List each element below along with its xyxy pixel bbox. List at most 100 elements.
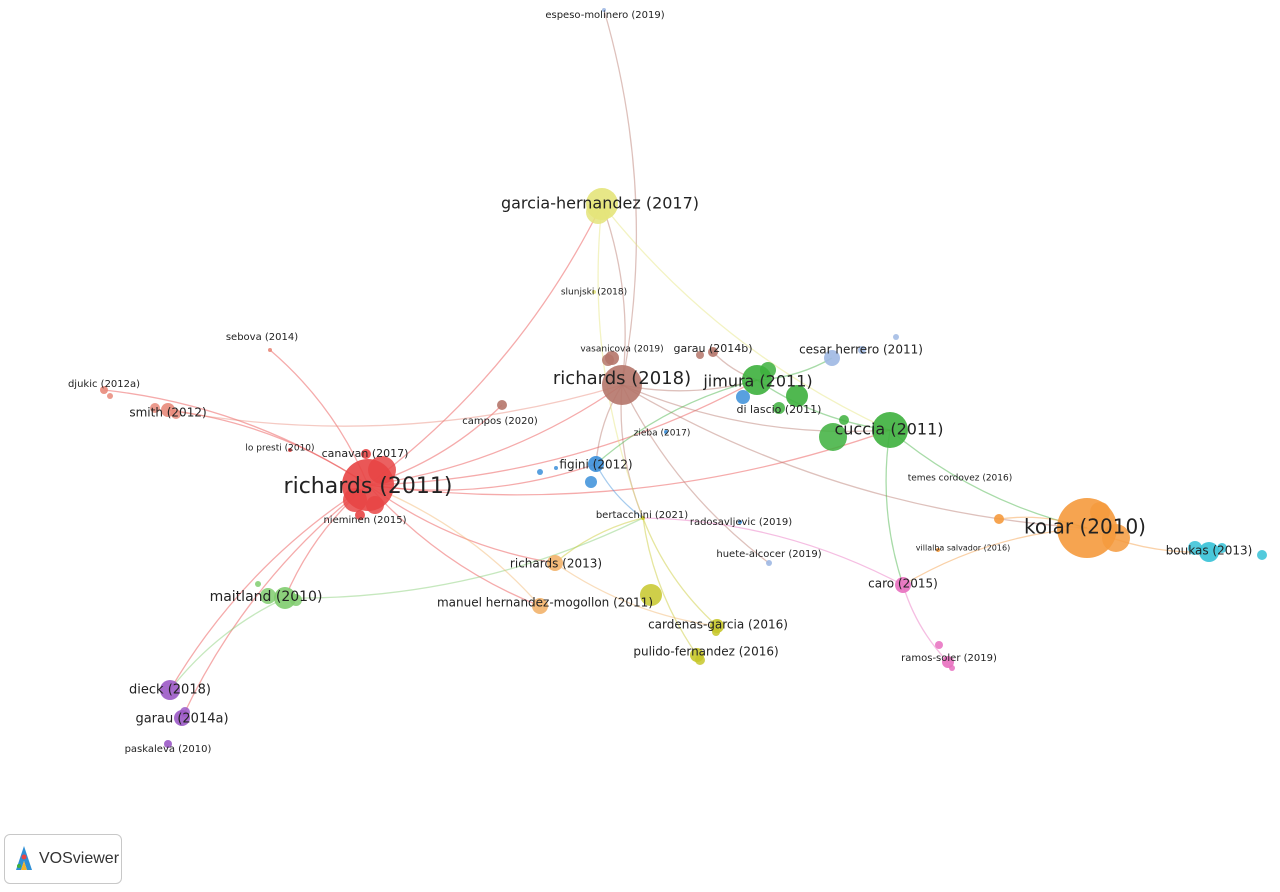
node-label-hutealcocer2019[interactable]: huete-alcocer (2019): [716, 549, 821, 560]
node-label-smith2012[interactable]: smith (2012): [129, 406, 206, 420]
node-label-villalbasalvador2016[interactable]: villalba salvador (2016): [916, 544, 1010, 553]
node-label-zieba2017[interactable]: zieba (2017): [634, 429, 691, 439]
network-node-hutealcocer2019[interactable]: [766, 560, 772, 566]
network-node-garau2014b[interactable]: [708, 347, 718, 357]
node-label-paskaleva2010[interactable]: paskaleva (2010): [125, 744, 212, 755]
network-link: [284, 517, 644, 599]
network-link: [885, 429, 904, 586]
network-node-djukic2012a[interactable]: [100, 386, 108, 394]
network-node-zieba2017[interactable]: [664, 430, 668, 434]
node-label-dilascio2011[interactable]: di lascio (2011): [737, 403, 822, 416]
network-link: [601, 203, 891, 431]
network-node-satellite: [260, 588, 276, 604]
network-node-canavan2017[interactable]: [361, 449, 371, 459]
network-node-campos2020[interactable]: [497, 400, 507, 410]
node-label-richards2013[interactable]: richards (2013): [510, 557, 602, 571]
node-label-kolar2010[interactable]: kolar (2010): [1024, 515, 1146, 539]
network-node-lopresti2010[interactable]: [288, 448, 292, 452]
network-node-boukas2013[interactable]: [1199, 542, 1219, 562]
network-node-garau2014a[interactable]: [174, 710, 190, 726]
network-node-ramossoler2019[interactable]: [942, 656, 954, 668]
network-node-temescordovez2016[interactable]: [994, 514, 1004, 524]
node-label-pulidofernandez2016[interactable]: pulido-fernandez (2016): [633, 645, 778, 659]
node-label-cardenasgarcia2016[interactable]: cardenas-garcia (2016): [648, 618, 788, 632]
network-node-richards2013[interactable]: [547, 555, 563, 571]
network-node-richards2011[interactable]: [342, 459, 394, 511]
node-label-garciahernandez2017[interactable]: garcia-hernandez (2017): [501, 194, 699, 213]
network-link: [167, 409, 369, 486]
network-node-jimura2011[interactable]: [742, 365, 772, 395]
network-node-maitland2010[interactable]: [274, 587, 296, 609]
network-node-manuelhm2011[interactable]: [532, 598, 548, 614]
network-node-dilascio2011[interactable]: [786, 385, 808, 407]
network-node-paskaleva2010[interactable]: [164, 740, 172, 748]
network-node-sebova2014[interactable]: [268, 348, 272, 352]
network-node-caro2015[interactable]: [895, 577, 911, 593]
network-node-vasanicova2019[interactable]: [605, 351, 619, 365]
network-link: [621, 384, 891, 433]
vosviewer-logo-icon: [16, 846, 32, 870]
network-link: [367, 429, 891, 496]
node-label-caro2015[interactable]: caro (2015): [868, 577, 938, 591]
network-links: [103, 9, 1210, 719]
network-node-cardenasgarcia2016[interactable]: [710, 619, 724, 633]
network-node-nieminen2015[interactable]: [355, 510, 365, 520]
node-label-figini2012[interactable]: figini (2012): [559, 458, 632, 472]
node-label-slunjski2018[interactable]: slunjski (2018): [561, 288, 627, 298]
node-label-vasanicova2019[interactable]: vasanicova (2019): [580, 345, 663, 355]
node-label-richards2018[interactable]: richards (2018): [553, 368, 691, 389]
node-label-sebova2014[interactable]: sebova (2014): [226, 332, 298, 343]
node-label-espesomolinero2019[interactable]: espeso-molinero (2019): [545, 10, 664, 21]
node-label-bertacchini2021[interactable]: bertacchini (2021): [596, 510, 688, 521]
node-label-dieck2018[interactable]: dieck (2018): [129, 683, 211, 698]
network-node-espesomolinero2019[interactable]: [602, 8, 606, 12]
network-link: [642, 517, 904, 586]
network-node-cuccia2011[interactable]: [872, 412, 908, 448]
network-node-satellite: [1188, 541, 1202, 555]
node-label-cuccia2011[interactable]: cuccia (2011): [834, 420, 943, 439]
network-node-pulidofernandez2016[interactable]: [690, 648, 704, 662]
node-label-jimura2011[interactable]: jimura (2011): [702, 372, 812, 391]
node-label-maitland2010[interactable]: maitland (2010): [210, 589, 323, 605]
node-label-nieminen2015[interactable]: nieminen (2015): [323, 515, 406, 526]
network-link: [554, 562, 718, 627]
node-label-garau2014a[interactable]: garau (2014a): [135, 712, 228, 727]
node-label-lopresti2010[interactable]: lo presti (2010): [245, 444, 314, 454]
vosviewer-badge[interactable]: VOSviewer: [4, 834, 122, 884]
network-node-satellite: [858, 346, 866, 354]
node-label-manuelhm2011[interactable]: manuel hernandez-mogollon (2011): [437, 596, 653, 610]
network-link: [181, 484, 369, 719]
network-node-kolar2010[interactable]: [1057, 498, 1117, 558]
network-link: [554, 517, 644, 564]
node-label-djukic2012a[interactable]: djukic (2012a): [68, 379, 140, 390]
network-node-garciahernandez2017[interactable]: [586, 188, 618, 220]
network-node-villalbasalvador2016[interactable]: [936, 548, 940, 552]
network-node-dieck2018[interactable]: [160, 680, 180, 700]
network-node-richards2018[interactable]: [602, 365, 642, 405]
node-label-cesarherrero2011[interactable]: cesar herrero (2011): [799, 343, 923, 357]
network-link: [367, 484, 541, 607]
network-node-figini2012[interactable]: [588, 456, 604, 472]
node-label-ramossoler2019[interactable]: ramos-soler (2019): [901, 653, 997, 664]
node-label-garau2014b[interactable]: garau (2014b): [673, 342, 752, 355]
network-link: [169, 484, 369, 691]
node-label-radosavljevic2019[interactable]: radosavljevic (2019): [690, 517, 792, 528]
node-label-boukas2013[interactable]: boukas (2013): [1166, 544, 1253, 558]
network-node-bertacchini2021[interactable]: [641, 516, 645, 520]
network-node-satellite: [935, 641, 943, 649]
network-node-satellite: [107, 393, 113, 399]
network-node-slunjski2018[interactable]: [592, 290, 596, 294]
network-link: [601, 203, 626, 386]
brand-name: VOSviewer: [39, 850, 120, 867]
node-label-richards2011[interactable]: richards (2011): [284, 474, 453, 499]
network-node-satellite: [1257, 550, 1267, 560]
network-node-cesarherrero2011[interactable]: [824, 350, 840, 366]
node-label-canavan2017[interactable]: canavan (2017): [322, 447, 409, 460]
node-label-campos2020[interactable]: campos (2020): [462, 416, 538, 427]
network-node-satellite: [736, 390, 750, 404]
network-node-satellite: [585, 476, 597, 488]
network-node-smith2012[interactable]: [161, 403, 175, 417]
node-label-temescordovez2016[interactable]: temes cordovez (2016): [908, 474, 1013, 484]
network-node-radosavljevic2019[interactable]: [738, 520, 742, 524]
